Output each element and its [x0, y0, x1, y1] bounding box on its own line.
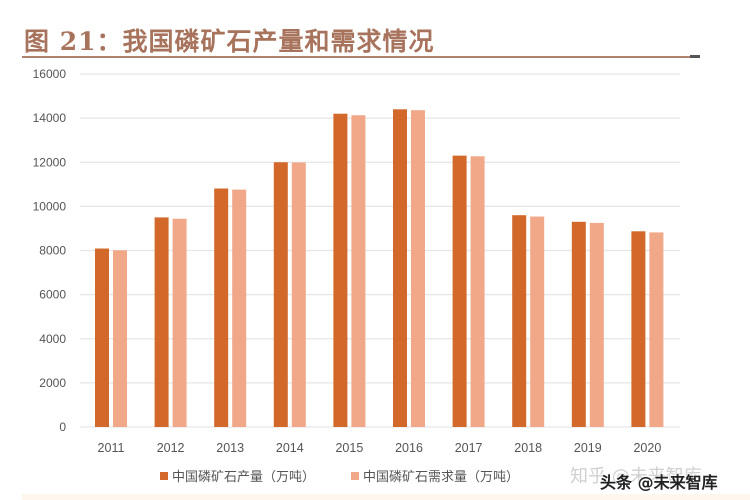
y-tick-label: 2000 — [39, 376, 66, 390]
bar-production — [571, 221, 586, 427]
bar-production — [95, 248, 109, 427]
bar-production — [631, 231, 646, 427]
y-tick-label: 14000 — [33, 111, 67, 125]
bars — [95, 109, 664, 428]
watermark-toutiao: 头条 @未来智库 — [600, 473, 718, 492]
legend-item-demand: 中国磷矿石需求量（万吨） — [351, 466, 519, 485]
y-tick-label: 0 — [59, 420, 66, 434]
bar-demand — [411, 110, 425, 428]
bottom-band — [22, 494, 750, 500]
x-tick-label: 2012 — [157, 441, 185, 455]
legend-swatch-demand — [351, 471, 360, 480]
y-tick-label: 10000 — [33, 199, 67, 213]
bar-demand — [113, 250, 127, 427]
title-underline — [22, 55, 700, 58]
bar-demand — [649, 232, 664, 427]
bar-demand — [351, 115, 366, 428]
bar-production — [214, 188, 229, 427]
bar-production — [273, 162, 288, 427]
legend-label-demand: 中国磷矿石需求量（万吨） — [363, 470, 520, 485]
x-tick-label: 2018 — [514, 441, 542, 455]
bar-production — [452, 155, 467, 427]
legend-item-production: 中国磷矿石产量（万吨） — [160, 466, 315, 485]
bar-demand — [291, 162, 306, 427]
x-tick-label: 2019 — [574, 441, 602, 455]
x-tick-label: 2016 — [395, 441, 423, 455]
chart-title: 图 21：我国磷矿石产量和需求情况 — [24, 27, 435, 56]
bar-demand — [172, 218, 187, 427]
legend-label-production: 中国磷矿石产量（万吨） — [172, 470, 316, 485]
bar-demand — [470, 156, 485, 427]
x-tick-label: 2017 — [455, 441, 483, 455]
x-tick-label: 2015 — [335, 441, 363, 455]
x-tick-label: 2011 — [98, 441, 125, 455]
y-tick-label: 16000 — [33, 67, 67, 81]
x-axis-ticks: 2011 2012 2013 2014 2015 2016 2017 2018 2019 2020 — [98, 441, 662, 455]
y-tick-label: 4000 — [39, 332, 66, 346]
bar-production — [512, 215, 527, 427]
legend: 中国磷矿石产量（万吨） 中国磷矿石需求量（万吨） — [160, 466, 519, 485]
bar-production — [333, 113, 348, 428]
y-axis-ticks: 0 2000 4000 6000 8000 10000 12000 14000 16000 — [33, 67, 67, 434]
y-tick-label: 6000 — [39, 288, 66, 302]
bar-production — [393, 109, 407, 428]
y-tick-label: 12000 — [33, 155, 67, 169]
legend-swatch-production — [160, 471, 168, 480]
x-tick-label: 2014 — [276, 441, 304, 455]
watermark-zhihu: 知乎 @未来智库 — [570, 466, 702, 487]
bar-demand — [589, 222, 604, 427]
bar-demand — [232, 189, 247, 427]
bar-production — [154, 217, 169, 427]
x-tick-label: 2020 — [633, 441, 661, 455]
y-tick-label: 8000 — [39, 244, 66, 258]
x-tick-label: 2013 — [216, 441, 244, 455]
bar-demand — [530, 216, 545, 427]
